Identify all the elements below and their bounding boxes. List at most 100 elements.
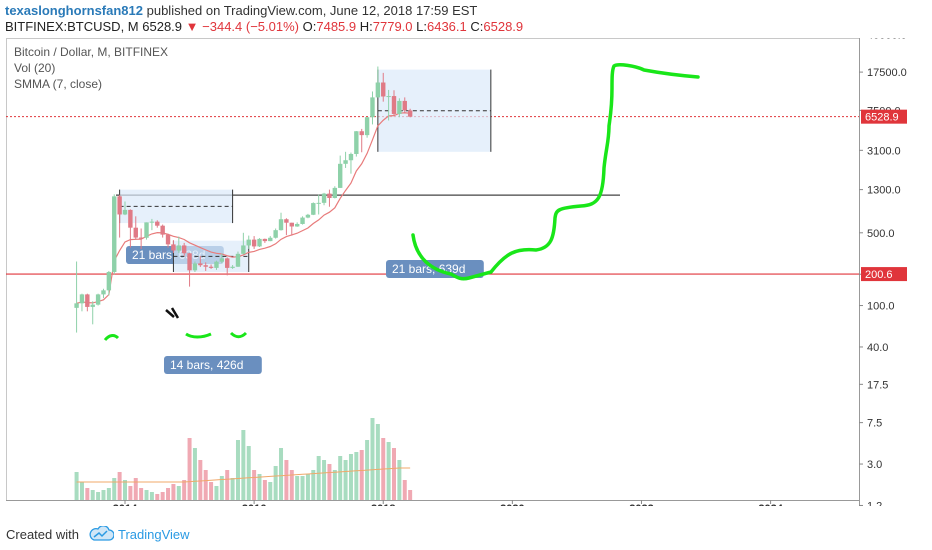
- time-tick-label: 2022: [629, 503, 653, 506]
- hand-mark: [103, 334, 120, 341]
- candle-body: [321, 193, 327, 203]
- candle-body: [203, 265, 208, 267]
- volume-bar: [327, 464, 332, 500]
- hand-mark: [185, 332, 212, 339]
- volume-bar: [257, 474, 262, 500]
- candle-body: [338, 163, 343, 188]
- support-price-tag: [861, 267, 907, 282]
- candle-body: [138, 237, 144, 239]
- low-label: L:: [416, 19, 427, 34]
- volume-bar: [322, 460, 327, 500]
- chart-area[interactable]: 3400000.01400000.0600000.0240000.0100000…: [6, 38, 930, 506]
- candle-body: [402, 100, 407, 111]
- vol-legend[interactable]: Vol (20): [14, 61, 56, 75]
- candle-body: [391, 96, 397, 114]
- candle-body: [327, 193, 332, 198]
- candle-body: [106, 272, 112, 291]
- price-tick-label: 7.5: [867, 418, 882, 430]
- candle-body: [375, 82, 381, 98]
- volume-bar: [160, 492, 165, 500]
- candle-body: [101, 290, 106, 295]
- candle-body: [225, 258, 230, 268]
- chart-header: texaslonghornsfan812 published on Tradin…: [0, 0, 932, 36]
- candle-body: [300, 217, 305, 224]
- volume-bar: [219, 476, 224, 500]
- support-price-label: 200.6: [865, 269, 893, 281]
- high-value: 7779.0: [372, 19, 413, 34]
- close-value: 6528.9: [483, 19, 524, 34]
- volume-bar: [311, 470, 316, 500]
- volume-bar: [225, 470, 230, 500]
- candle-body: [74, 303, 79, 308]
- volume-bar: [246, 446, 251, 500]
- volume-bar: [241, 430, 246, 500]
- volume-bar: [262, 480, 267, 500]
- volume-bar: [332, 470, 337, 500]
- range-2-label-bg: [164, 356, 262, 374]
- volume-bar: [348, 454, 353, 500]
- candle-body: [305, 214, 311, 218]
- tradingview-brand[interactable]: TradingView: [118, 527, 190, 542]
- open-value: 7485.9: [316, 19, 357, 34]
- last-price: 6528.9: [142, 19, 183, 34]
- volume-bar: [171, 484, 176, 500]
- volume-bar: [316, 456, 321, 500]
- volume-bar: [300, 476, 305, 500]
- time-tick-label: 2014: [113, 503, 138, 506]
- candle-body: [235, 253, 241, 267]
- smma-legend[interactable]: SMMA (7, close): [14, 77, 103, 91]
- price-tick-label: 1.2: [867, 500, 882, 506]
- candle-body: [192, 263, 198, 271]
- candle-body: [332, 187, 338, 198]
- volume-bar: [268, 482, 273, 500]
- candle-body: [187, 253, 192, 271]
- candle-body: [171, 244, 176, 251]
- time-tick-label: 2024: [758, 503, 783, 506]
- candle-body: [284, 219, 289, 223]
- open-label: O:: [302, 19, 317, 34]
- volume-bar: [408, 490, 413, 500]
- volume-bar: [74, 472, 79, 500]
- volume-bar: [112, 478, 117, 500]
- footer: Created with TradingView: [0, 518, 932, 550]
- current-price-tag: [861, 109, 907, 124]
- tradingview-cloud-icon[interactable]: [88, 526, 114, 542]
- chart-canvas[interactable]: 3400000.01400000.0600000.0240000.0100000…: [6, 38, 930, 506]
- volume-bar: [101, 490, 106, 500]
- candle-body: [386, 96, 391, 98]
- candle-body: [85, 294, 90, 307]
- volume-bar: [96, 492, 101, 500]
- volume-bar: [85, 488, 90, 500]
- volume-bar: [128, 486, 133, 500]
- volume-bar: [139, 488, 144, 500]
- volume-bar: [182, 480, 187, 500]
- candle-body: [219, 258, 225, 262]
- time-tick-label: 2020: [500, 503, 524, 506]
- chart-legend-title: Bitcoin / Dollar, M, BITFINEX: [14, 45, 169, 59]
- candle-body: [230, 266, 235, 268]
- price-tick-label: 100.0: [867, 301, 895, 313]
- candle-body: [397, 100, 402, 114]
- candle-body: [112, 196, 117, 273]
- candle-body: [251, 239, 257, 247]
- volume-bar: [209, 482, 214, 500]
- volume-bar: [203, 470, 208, 500]
- volume-bar: [289, 470, 294, 500]
- username-link[interactable]: texaslonghornsfan812: [5, 3, 143, 18]
- volume-bar: [338, 456, 343, 500]
- volume-bar: [149, 492, 154, 500]
- candle-body: [176, 245, 181, 251]
- time-tick-label: 2016: [242, 503, 266, 506]
- symbol-label: BITFINEX:BTCUSD, M: [5, 19, 139, 34]
- volume-bar: [354, 452, 359, 500]
- candle-body: [407, 110, 413, 117]
- created-with-text: Created with: [6, 527, 79, 542]
- price-tick-label: 3.0: [867, 459, 882, 471]
- volume-bar: [90, 490, 95, 500]
- volume-bar: [284, 460, 289, 500]
- published-text: published on TradingView.com, June 12, 2…: [143, 3, 478, 18]
- price-tick-label: 3100.0: [867, 145, 901, 157]
- price-tick-label: 17500.0: [867, 67, 907, 79]
- candle-body: [289, 222, 294, 227]
- volume-bar: [214, 486, 219, 500]
